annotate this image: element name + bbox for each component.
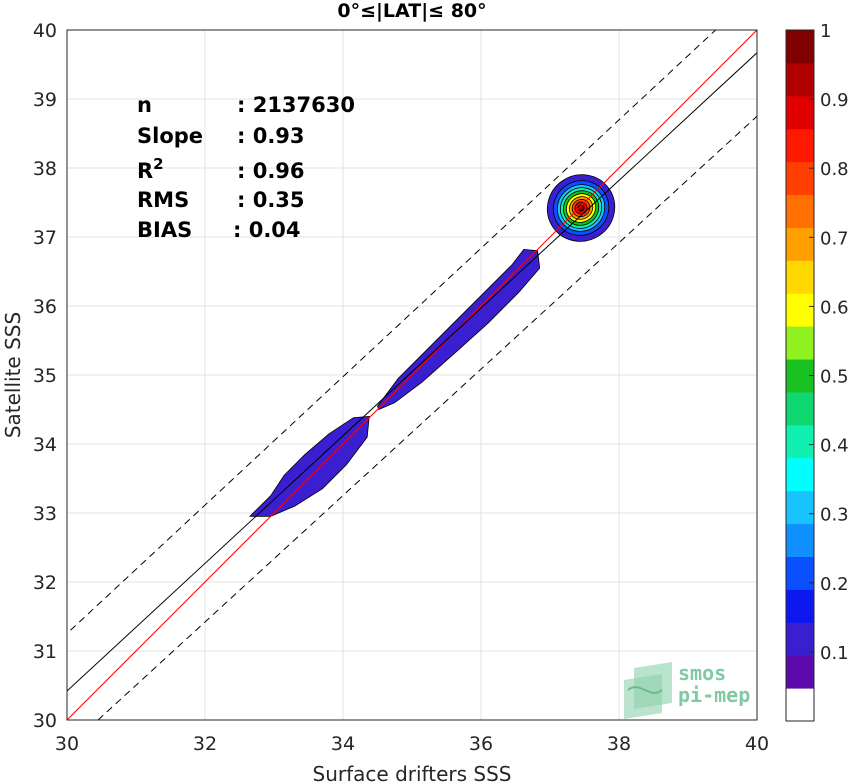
y-tick-label: 32 [33,572,57,594]
plot-frame [66,29,758,721]
stat-value: : 0.35 [237,188,305,212]
colorbar-tick-label: 0.8 [820,159,849,180]
y-tick-label: 35 [33,365,57,387]
chart-title: 0°≤|LAT|≤ 80° [337,0,486,22]
colorbar-segment [786,293,814,327]
lower-bound-line [97,115,757,720]
y-tick-label: 40 [33,20,57,42]
y-axis-label: Satellite SSS [1,312,25,438]
y-tick-label: 31 [33,641,57,663]
colorbar-segment [786,95,814,130]
y-tick-label: 37 [33,227,57,249]
stat-value: : 0.04 [233,218,301,242]
colorbar-segment [786,128,814,163]
colorbar-segment [786,589,814,623]
colorbar-segment [786,260,814,294]
stat-label: n [137,93,152,117]
y-tick-label: 36 [33,296,57,318]
stat-value: : 2137630 [237,93,355,117]
colorbar-segment [786,523,814,557]
colorbar: 0.1 0.2 0.3 0.4 0.5 0.6 0.7 0.8 0.9 1 [785,21,849,722]
y-tick-label: 33 [33,503,57,525]
colorbar-tick-label: 0.2 [820,574,849,595]
colorbar-tick-label: 0.1 [820,643,849,664]
colorbar-segment [786,194,814,228]
colorbar-segment [786,227,814,261]
colorbar-segment [786,30,814,64]
x-tick-label: 34 [331,733,355,755]
colorbar-tick-label: 0.3 [820,505,849,526]
stat-label: R2 [137,155,164,183]
colorbar-segment [786,424,814,459]
stat-label: RMS [137,188,189,212]
y-tick-label: 30 [33,710,57,732]
logo-mark-icon [624,662,672,719]
colorbar-tick-label: 0.6 [820,297,849,318]
colorbar-segment [786,326,814,360]
colorbar-segment [786,391,814,426]
colorbar-tick-label: 0.5 [820,367,849,388]
x-tick-label: 30 [55,733,79,755]
colorbar-segment [786,622,814,656]
y-tick-label: 38 [33,158,57,180]
colorbar-segment [786,688,814,722]
x-tick-label: 38 [607,733,631,755]
x-tick-label: 40 [745,733,769,755]
y-tick-labels: 30 31 32 33 34 35 36 37 38 39 40 [33,20,57,732]
y-tick-label: 34 [33,434,57,456]
stat-value: : 0.96 [237,159,305,183]
colorbar-segment [786,556,814,590]
regression-line [67,52,757,692]
x-axis-label: Surface drifters SSS [313,762,512,784]
stats-box: n : 2137630 Slope : 0.93 R2 : 0.96 RMS : 0.35 BI… [137,93,355,242]
colorbar-segment [786,490,814,525]
colorbar-segment [786,457,814,492]
colorbar-segment [786,161,814,196]
reference-lines [67,30,757,720]
colorbar-segment [786,655,814,689]
colorbar-tick-label: 0.9 [820,90,849,111]
x-tick-labels: 30 32 34 36 38 40 [55,733,769,755]
colorbar-segment [786,62,814,97]
stat-label: BIAS [137,218,192,242]
x-tick-label: 32 [193,733,217,755]
logo-text-smos: smos [678,661,726,685]
y-tick-label: 39 [33,89,57,111]
density-contour [577,204,585,212]
colorbar-tick-label: 1 [820,21,831,42]
colorbar-tick-label: 0.4 [820,436,849,457]
x-tick-label: 36 [469,733,493,755]
one-to-one-line [67,30,757,720]
logo-text-pimep: pi-mep [678,683,750,707]
colorbar-tick-label: 0.7 [820,228,849,249]
smos-pimep-logo: smos pi-mep [624,661,750,719]
stat-label: Slope [137,124,203,148]
density-contours [249,174,616,517]
stat-value: : 0.93 [237,124,305,148]
upper-bound-line [70,30,716,631]
